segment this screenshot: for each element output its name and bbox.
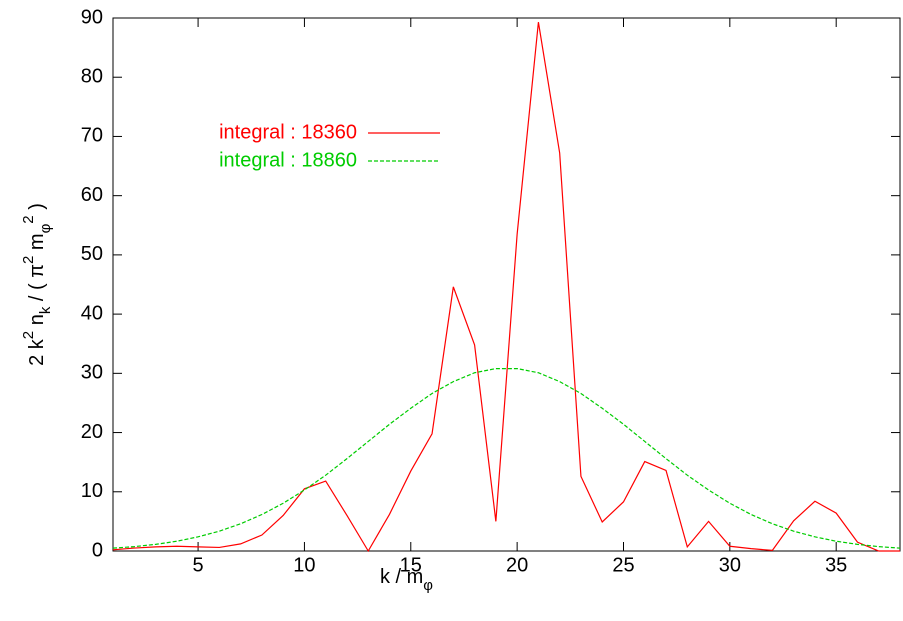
- y-tick-label: 30: [81, 362, 103, 384]
- y-axis-label-part: 2: [20, 331, 37, 339]
- x-tick-label: 5: [193, 554, 204, 576]
- x-tick-label: 15: [400, 554, 422, 576]
- y-tick-label: 80: [81, 66, 103, 88]
- y-tick-label: 60: [81, 184, 103, 206]
- y-axis-label-part: k: [37, 306, 54, 314]
- y-tick-label: 20: [81, 421, 103, 443]
- y-tick-label: 70: [81, 125, 103, 147]
- series-line: [112, 367, 901, 549]
- y-axis-label-part: ): [26, 203, 48, 215]
- y-axis-label-part: φ: [37, 223, 54, 233]
- x-tick-label: 10: [293, 554, 315, 576]
- x-tick-label: 30: [719, 554, 741, 576]
- x-tick-label: 20: [506, 554, 528, 576]
- y-axis-label-part: / ( π: [26, 264, 48, 307]
- y-tick-label: 50: [81, 243, 103, 265]
- y-axis-label-part: 2: [20, 215, 37, 223]
- y-axis-label-part: n: [26, 314, 48, 331]
- y-axis-label-part: 2 k: [26, 338, 48, 366]
- x-tick-label: 35: [825, 554, 847, 576]
- y-axis-label: 2 k2 nk / ( π2 mφ2 ): [20, 203, 54, 366]
- legend-label: integral : 18360: [219, 121, 357, 143]
- y-axis-label-part: m: [26, 233, 48, 255]
- series-line: [112, 22, 900, 553]
- x-axis-label: k / mφ: [380, 566, 433, 594]
- legend-label: integral : 18860: [219, 149, 357, 171]
- x-tick-label: 25: [612, 554, 634, 576]
- x-axis-label-part: k / m: [380, 566, 423, 588]
- plot-border: [112, 17, 901, 552]
- y-tick-label: 0: [92, 539, 103, 561]
- y-axis-label-part: 2: [20, 256, 37, 264]
- y-tick-label: 10: [81, 480, 103, 502]
- y-tick-label: 40: [81, 302, 103, 324]
- x-axis-label-part: φ: [423, 577, 433, 594]
- y-tick-label: 90: [81, 6, 103, 28]
